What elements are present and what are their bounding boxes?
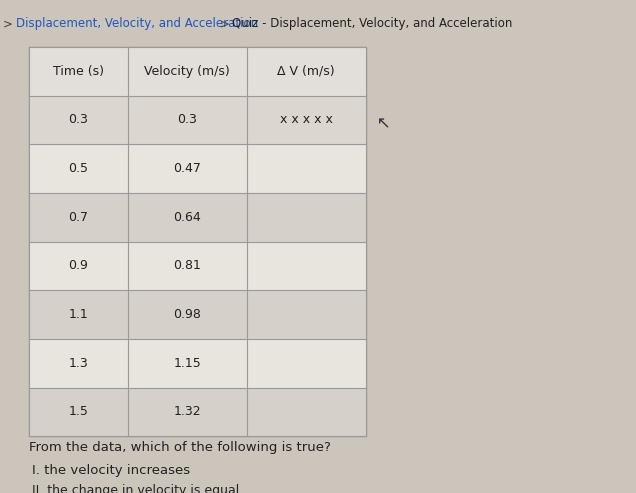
- Text: Δ V (m/s): Δ V (m/s): [277, 65, 335, 78]
- Text: II. the change in velocity is equal: II. the change in velocity is equal: [32, 484, 239, 493]
- Text: 0.98: 0.98: [173, 308, 201, 321]
- Text: From the data, which of the following is true?: From the data, which of the following is…: [29, 441, 331, 454]
- Text: 0.5: 0.5: [68, 162, 88, 175]
- Text: ↗: ↗: [373, 113, 391, 127]
- Text: 0.7: 0.7: [68, 211, 88, 224]
- Text: 1.5: 1.5: [68, 405, 88, 419]
- Text: 1.32: 1.32: [174, 405, 201, 419]
- Text: Quiz - Displacement, Velocity, and Acceleration: Quiz - Displacement, Velocity, and Accel…: [232, 17, 513, 30]
- Text: 0.3: 0.3: [68, 113, 88, 126]
- Text: 1.1: 1.1: [68, 308, 88, 321]
- Text: 0.81: 0.81: [173, 259, 201, 273]
- Text: I. the velocity increases: I. the velocity increases: [32, 464, 190, 477]
- Text: 1.15: 1.15: [174, 357, 201, 370]
- Text: >: >: [219, 17, 230, 30]
- Text: 0.64: 0.64: [174, 211, 201, 224]
- Text: >: >: [3, 17, 13, 30]
- Text: x x x x x: x x x x x: [280, 113, 333, 126]
- Text: 0.9: 0.9: [68, 259, 88, 273]
- Text: 0.47: 0.47: [173, 162, 201, 175]
- Text: Displacement, Velocity, and Acceleration: Displacement, Velocity, and Acceleration: [16, 17, 258, 30]
- Text: Velocity (m/s): Velocity (m/s): [144, 65, 230, 78]
- Text: 0.3: 0.3: [177, 113, 197, 126]
- Text: 1.3: 1.3: [68, 357, 88, 370]
- Text: Time (s): Time (s): [53, 65, 104, 78]
